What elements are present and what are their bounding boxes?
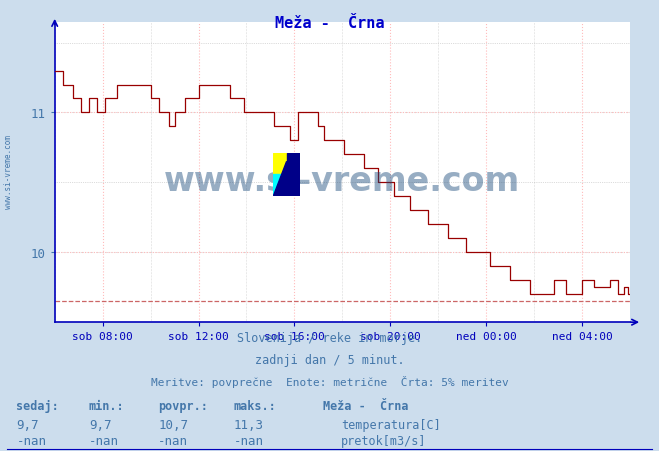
Text: Meža -  Črna: Meža - Črna — [275, 16, 384, 31]
Text: Meža -  Črna: Meža - Črna — [323, 399, 409, 412]
Text: 9,7: 9,7 — [89, 419, 111, 432]
Text: www.si-vreme.com: www.si-vreme.com — [164, 165, 521, 198]
Text: 11,3: 11,3 — [234, 419, 264, 432]
Text: maks.:: maks.: — [234, 399, 277, 412]
Text: -nan: -nan — [89, 434, 119, 447]
Text: 9,7: 9,7 — [16, 419, 39, 432]
Text: sedaj:: sedaj: — [16, 399, 59, 412]
Text: www.si-vreme.com: www.si-vreme.com — [4, 134, 13, 208]
Text: Meritve: povprečne  Enote: metrične  Črta: 5% meritev: Meritve: povprečne Enote: metrične Črta:… — [151, 375, 508, 387]
Polygon shape — [273, 162, 287, 196]
Text: -nan: -nan — [234, 434, 264, 447]
Bar — [287, 153, 300, 196]
Text: zadnji dan / 5 minut.: zadnji dan / 5 minut. — [254, 353, 405, 366]
Text: min.:: min.: — [89, 399, 125, 412]
Text: -nan: -nan — [16, 434, 47, 447]
Bar — [273, 153, 287, 175]
Text: -nan: -nan — [158, 434, 188, 447]
Bar — [273, 175, 287, 196]
Text: 10,7: 10,7 — [158, 419, 188, 432]
Text: pretok[m3/s]: pretok[m3/s] — [341, 434, 427, 447]
Text: Slovenija / reke in morje.: Slovenija / reke in morje. — [237, 331, 422, 345]
Text: povpr.:: povpr.: — [158, 399, 208, 412]
Text: temperatura[C]: temperatura[C] — [341, 419, 441, 432]
